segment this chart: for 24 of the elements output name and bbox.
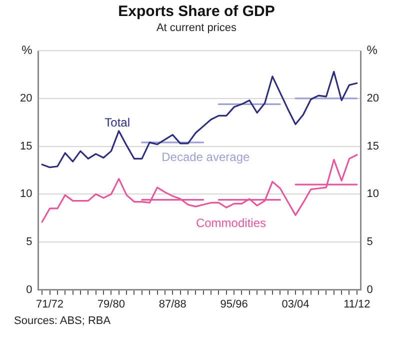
y-tick-label: 20 — [20, 92, 32, 104]
x-tick-label: 11/12 — [344, 298, 370, 310]
series-label: Total — [104, 116, 130, 130]
x-tick-label: 87/88 — [158, 298, 186, 310]
y2-tick-label: 15 — [366, 140, 380, 152]
series-label: Decade average — [162, 150, 250, 164]
y-tick-label: 0 — [26, 284, 32, 296]
chart-title: Exports Share of GDP — [117, 3, 276, 20]
x-tick-label: 71/72 — [36, 298, 64, 310]
chart-subtitle: At current prices — [155, 22, 238, 34]
y-axis-title: % — [22, 42, 33, 57]
y2-tick-label: 0 — [366, 284, 373, 296]
y2-axis-title: % — [366, 42, 378, 57]
x-tick-label: 03/04 — [282, 298, 310, 310]
x-tick-label: 79/80 — [97, 298, 125, 310]
y2-tick-label: 5 — [366, 236, 373, 248]
y-tick-label: 10 — [20, 188, 32, 200]
series-label: Commodities — [196, 216, 266, 230]
y-tick-label: 15 — [20, 140, 32, 152]
x-tick-label: 95/96 — [220, 298, 248, 310]
y2-tick-label: 20 — [366, 92, 380, 104]
y2-tick-label: 10 — [366, 188, 380, 200]
y-tick-label: 5 — [26, 236, 32, 248]
source-note: Sources: ABS; RBA — [14, 315, 111, 327]
